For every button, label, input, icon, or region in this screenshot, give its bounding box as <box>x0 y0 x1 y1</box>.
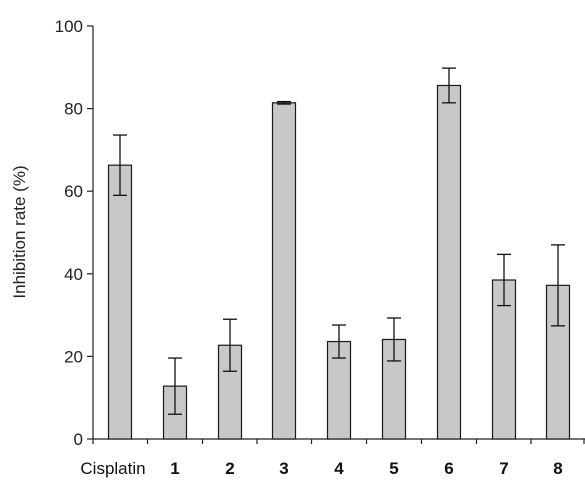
y-tick-label: 40 <box>64 265 83 284</box>
bar-3 <box>271 102 297 440</box>
error-bar-5 <box>387 317 401 362</box>
y-tick-label: 100 <box>55 17 83 36</box>
error-bar-3 <box>277 100 291 105</box>
x-tick-label-3: 3 <box>279 459 288 478</box>
error-bars <box>113 67 565 415</box>
x-tick-label-5: 5 <box>389 459 398 478</box>
y-tick-label: 60 <box>64 182 83 201</box>
x-tick-label-7: 7 <box>499 459 508 478</box>
y-tick-label: 0 <box>74 430 83 449</box>
error-bar-cisplatin <box>113 134 127 196</box>
error-bar-4 <box>332 324 346 359</box>
error-bar-7 <box>497 253 511 307</box>
x-tick-label-4: 4 <box>334 459 344 478</box>
bar-6 <box>436 84 462 440</box>
x-tick-label-cisplatin: Cisplatin <box>80 459 145 478</box>
y-tick-label: 80 <box>64 100 83 119</box>
x-tick-label-6: 6 <box>444 459 453 478</box>
x-tick-label-8: 8 <box>553 459 562 478</box>
error-bar-6 <box>442 67 456 104</box>
y-ticks: 0 20 40 60 80 100 <box>55 17 585 449</box>
y-tick-label: 20 <box>64 347 83 366</box>
x-tick-labels: Cisplatin 1 2 3 4 5 6 7 8 <box>80 459 562 478</box>
error-bar-1 <box>168 357 182 415</box>
x-tick-label-2: 2 <box>225 459 234 478</box>
x-tick-label-1: 1 <box>170 459 179 478</box>
error-bar-8 <box>551 244 565 327</box>
error-bar-2 <box>223 318 237 372</box>
bars <box>107 84 571 440</box>
y-axis-title: Inhibition rate (%) <box>10 165 29 298</box>
bar-cisplatin <box>107 164 133 440</box>
